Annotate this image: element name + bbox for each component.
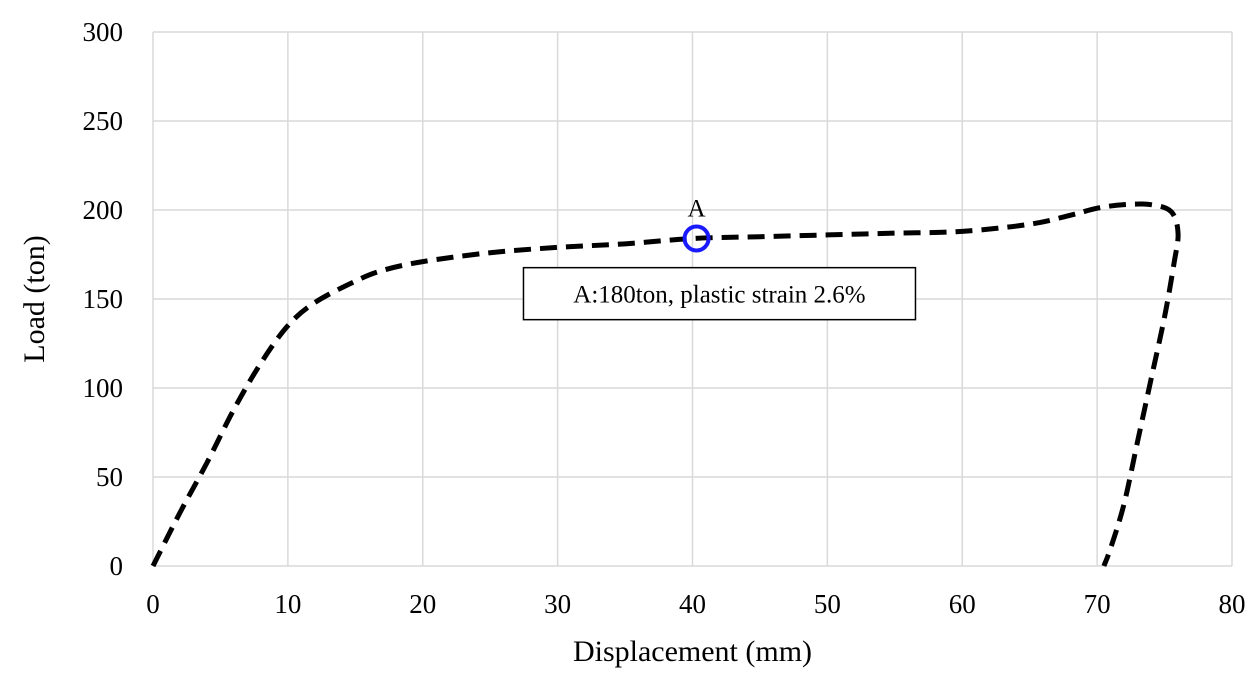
x-tick-label: 70 — [1084, 589, 1111, 619]
y-tick-label: 250 — [83, 106, 124, 136]
y-tick-label: 0 — [110, 551, 124, 581]
point-a-label: A — [688, 195, 706, 222]
x-tick-label: 10 — [274, 589, 301, 619]
y-tick-label: 200 — [83, 195, 124, 225]
y-tick-label: 50 — [96, 462, 123, 492]
x-tick-label: 20 — [409, 589, 436, 619]
y-tick-label: 150 — [83, 284, 124, 314]
y-axis-title: Load (ton) — [18, 235, 51, 362]
annotations: A A:180ton, plastic strain 2.6% — [522, 195, 917, 321]
axes: 0 10 20 30 40 50 60 70 80 0 50 100 150 200 250 300 — [83, 17, 1246, 619]
y-tick-label: 100 — [83, 373, 124, 403]
x-tick-label: 0 — [146, 589, 160, 619]
x-tick-label: 60 — [949, 589, 976, 619]
x-tick-label: 40 — [679, 589, 706, 619]
x-tick-label: 50 — [814, 589, 841, 619]
y-tick-label: 300 — [83, 17, 124, 47]
series-line — [150, 201, 1181, 568]
point-a-marker — [682, 224, 711, 253]
x-tick-label: 80 — [1219, 589, 1246, 619]
annotation-text: A:180ton, plastic strain 2.6% — [573, 282, 865, 309]
x-axis-title: Displacement (mm) — [573, 635, 812, 668]
series-layer — [150, 201, 1181, 568]
x-tick-label: 30 — [544, 589, 571, 619]
annotation-box — [522, 266, 917, 321]
